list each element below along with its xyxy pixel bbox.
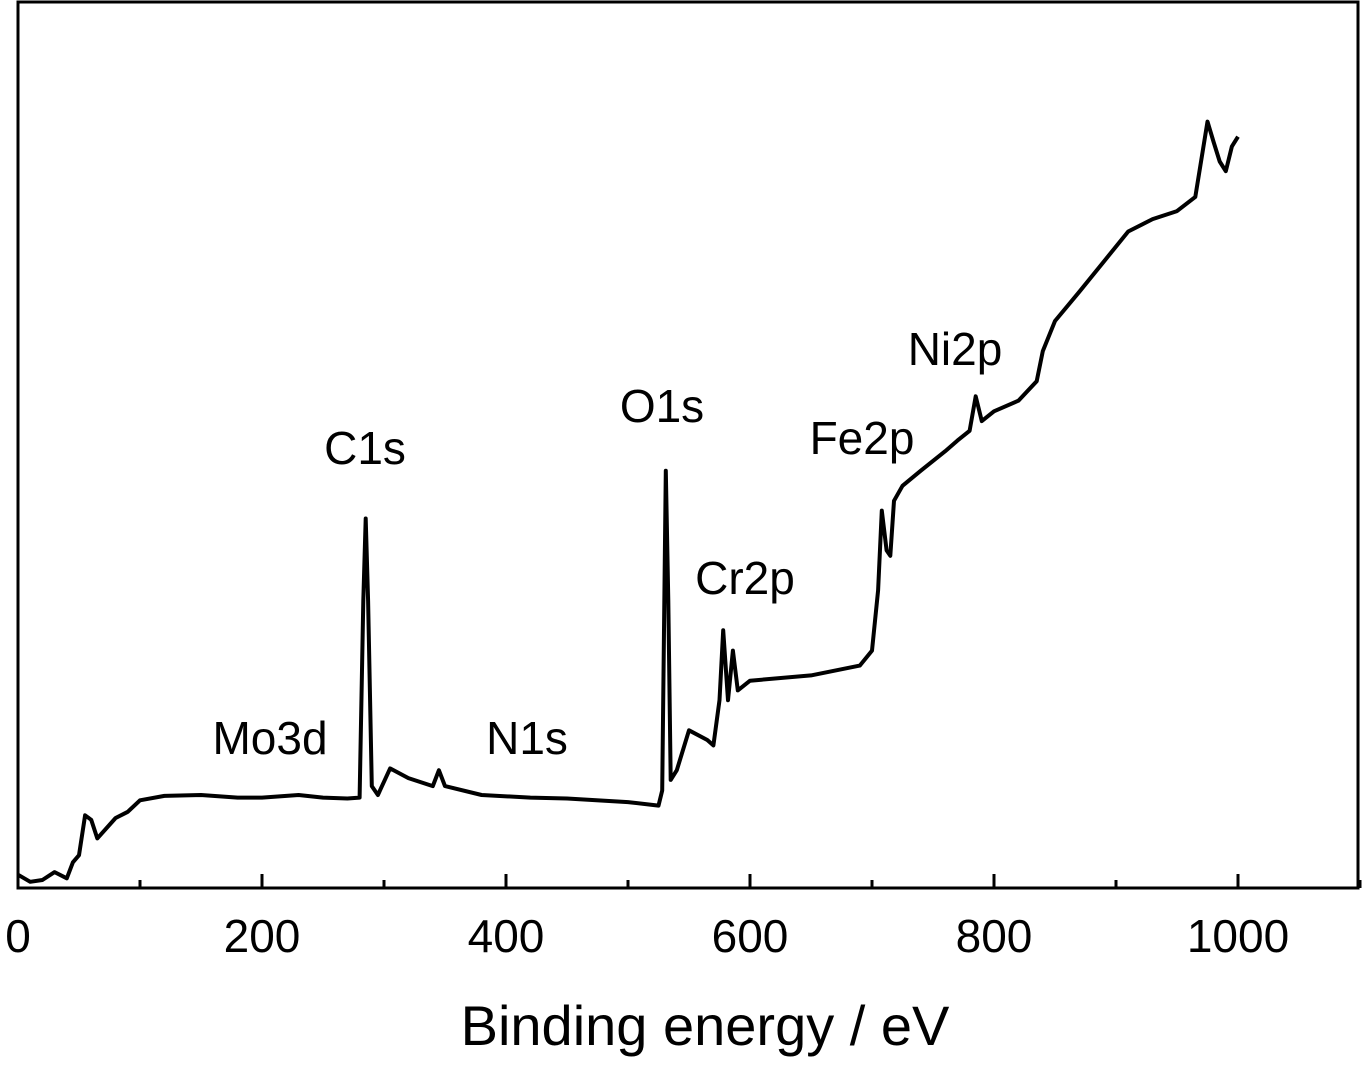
x-tick-label: 800	[956, 910, 1033, 962]
x-tick-label: 1000	[1187, 910, 1289, 962]
spectrum-line	[16, 119, 1240, 884]
plot-frame	[16, 0, 1360, 890]
peak-label: O1s	[620, 380, 704, 432]
peak-label: C1s	[324, 422, 406, 474]
peak-label: Cr2p	[695, 552, 795, 604]
peak-label: Fe2p	[810, 412, 915, 464]
x-tick-label: 600	[712, 910, 789, 962]
peak-label: Mo3d	[212, 712, 327, 764]
x-tick-label: 400	[468, 910, 545, 962]
x-tick-label: 0	[5, 910, 31, 962]
peak-label: Ni2p	[908, 323, 1003, 375]
x-axis-label: Binding energy / eV	[461, 994, 950, 1057]
peak-label: N1s	[486, 712, 568, 764]
x-tick-label: 200	[224, 910, 301, 962]
